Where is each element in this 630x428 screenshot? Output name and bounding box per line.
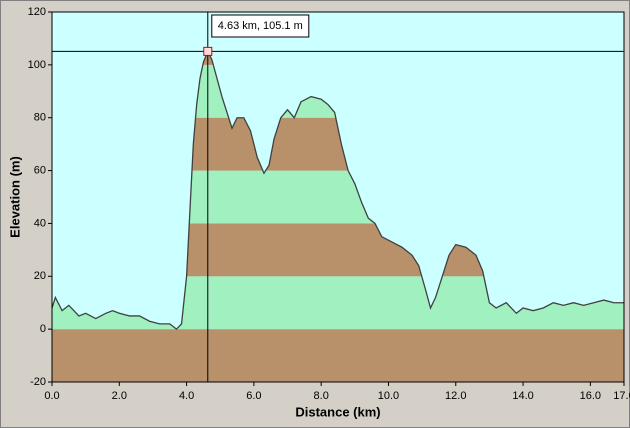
y-tick-label: 120 [28,6,46,18]
elevation-band [52,329,624,382]
x-axis-title: Distance (km) [295,404,380,419]
y-tick-label: 80 [34,112,46,124]
y-tick-label: 20 [34,270,46,282]
x-tick-label: 12.0 [445,390,466,402]
cursor-label: 4.63 km, 105.1 m [218,20,303,32]
x-tick-label: 4.0 [179,390,194,402]
x-tick-label: 6.0 [246,390,261,402]
y-tick-label: 0 [40,323,46,335]
x-tick-label: 2.0 [112,390,127,402]
x-tick-label: 0.0 [44,390,59,402]
x-tick-label: 16.0 [580,390,601,402]
y-tick-label: 40 [34,217,46,229]
y-tick-label: 60 [34,164,46,176]
cursor-marker [203,46,213,56]
elevation-line [51,49,624,331]
y-tick-label: 100 [28,59,46,71]
y-tick-label: -20 [30,376,46,388]
x-tick-label: 17.0 [613,390,630,402]
x-tick-label: 14.0 [512,390,533,402]
plot-border [51,11,625,383]
x-tick-label: 10.0 [378,390,399,402]
x-tick-label: 8.0 [314,390,329,402]
cursor-label-box [211,14,310,38]
y-axis-title: Elevation (m) [7,156,22,238]
